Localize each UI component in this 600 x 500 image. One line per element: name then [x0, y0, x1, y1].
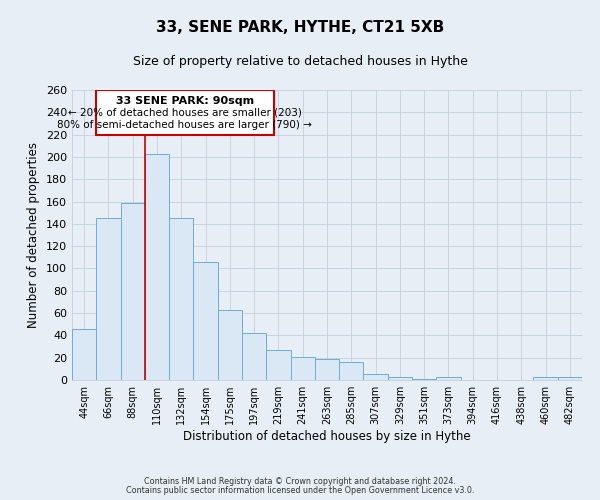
Bar	[96, 218, 121, 380]
Bar	[290, 356, 315, 380]
Bar	[388, 376, 412, 380]
Bar	[145, 154, 169, 380]
Text: Contains public sector information licensed under the Open Government Licence v3: Contains public sector information licen…	[126, 486, 474, 495]
Bar	[218, 310, 242, 380]
FancyBboxPatch shape	[96, 90, 274, 134]
Text: 80% of semi-detached houses are larger (790) →: 80% of semi-detached houses are larger (…	[58, 120, 313, 130]
Bar	[339, 362, 364, 380]
Bar	[72, 328, 96, 380]
Bar	[364, 374, 388, 380]
Text: Size of property relative to detached houses in Hythe: Size of property relative to detached ho…	[133, 55, 467, 68]
Text: ← 20% of detached houses are smaller (203): ← 20% of detached houses are smaller (20…	[68, 108, 302, 118]
Bar	[315, 359, 339, 380]
Bar	[169, 218, 193, 380]
Bar	[412, 379, 436, 380]
Bar	[558, 376, 582, 380]
Bar	[266, 350, 290, 380]
Text: 33, SENE PARK, HYTHE, CT21 5XB: 33, SENE PARK, HYTHE, CT21 5XB	[156, 20, 444, 35]
X-axis label: Distribution of detached houses by size in Hythe: Distribution of detached houses by size …	[183, 430, 471, 443]
Bar	[533, 376, 558, 380]
Text: Contains HM Land Registry data © Crown copyright and database right 2024.: Contains HM Land Registry data © Crown c…	[144, 478, 456, 486]
Bar	[242, 333, 266, 380]
Y-axis label: Number of detached properties: Number of detached properties	[28, 142, 40, 328]
Bar	[193, 262, 218, 380]
Text: 33 SENE PARK: 90sqm: 33 SENE PARK: 90sqm	[116, 96, 254, 106]
Bar	[436, 376, 461, 380]
Bar	[121, 202, 145, 380]
